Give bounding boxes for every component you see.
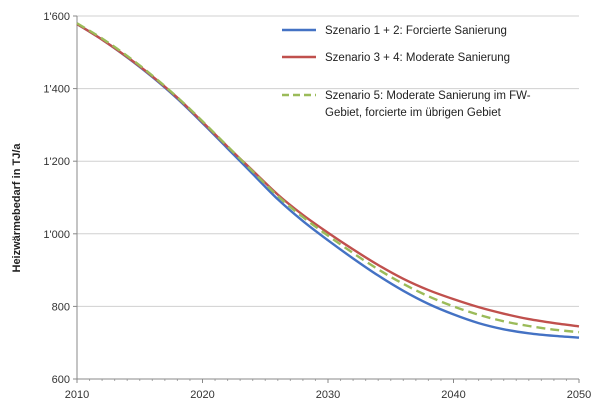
axes	[73, 15, 580, 383]
legend-label-3: Gebiet, forcierte im übrigen Gebiet	[325, 107, 502, 119]
y-axis-label: Heizwärmebedarf in TJ/a	[11, 143, 23, 273]
y-tick-label: 1'000	[43, 229, 70, 241]
series-lines	[76, 22, 580, 339]
x-tick-label: 2050	[567, 389, 591, 401]
y-tick-label: 600	[52, 374, 70, 386]
legend: Szenario 1 + 2: Forcierte Sanierung Szena…	[282, 25, 531, 119]
x-tick-label: 2020	[190, 389, 214, 401]
legend-label-3: Szenario 5: Moderate Sanierung im FW-	[325, 90, 531, 102]
y-tick-label: 1'400	[43, 84, 70, 96]
legend-label-1: Szenario 1 + 2: Forcierte Sanierung	[325, 25, 507, 37]
x-tick-label: 2010	[65, 389, 89, 401]
series-line-2	[76, 22, 580, 328]
y-tick-label: 1'200	[43, 156, 70, 168]
y-tick-labels: 600 800 1'000 1'200 1'400 1'600	[43, 11, 70, 386]
y-tick-label: 800	[52, 301, 70, 313]
series-line-1	[76, 22, 580, 339]
grid-lines	[77, 15, 579, 307]
series-line-3	[76, 22, 580, 334]
x-tick-labels: 2010 2020 2030 2040 2050	[65, 389, 591, 401]
y-tick-label: 1'600	[43, 11, 70, 23]
x-tick-label: 2030	[316, 389, 340, 401]
legend-label-2: Szenario 3 + 4: Moderate Sanierung	[325, 52, 510, 64]
x-tick-label: 2040	[441, 389, 465, 401]
